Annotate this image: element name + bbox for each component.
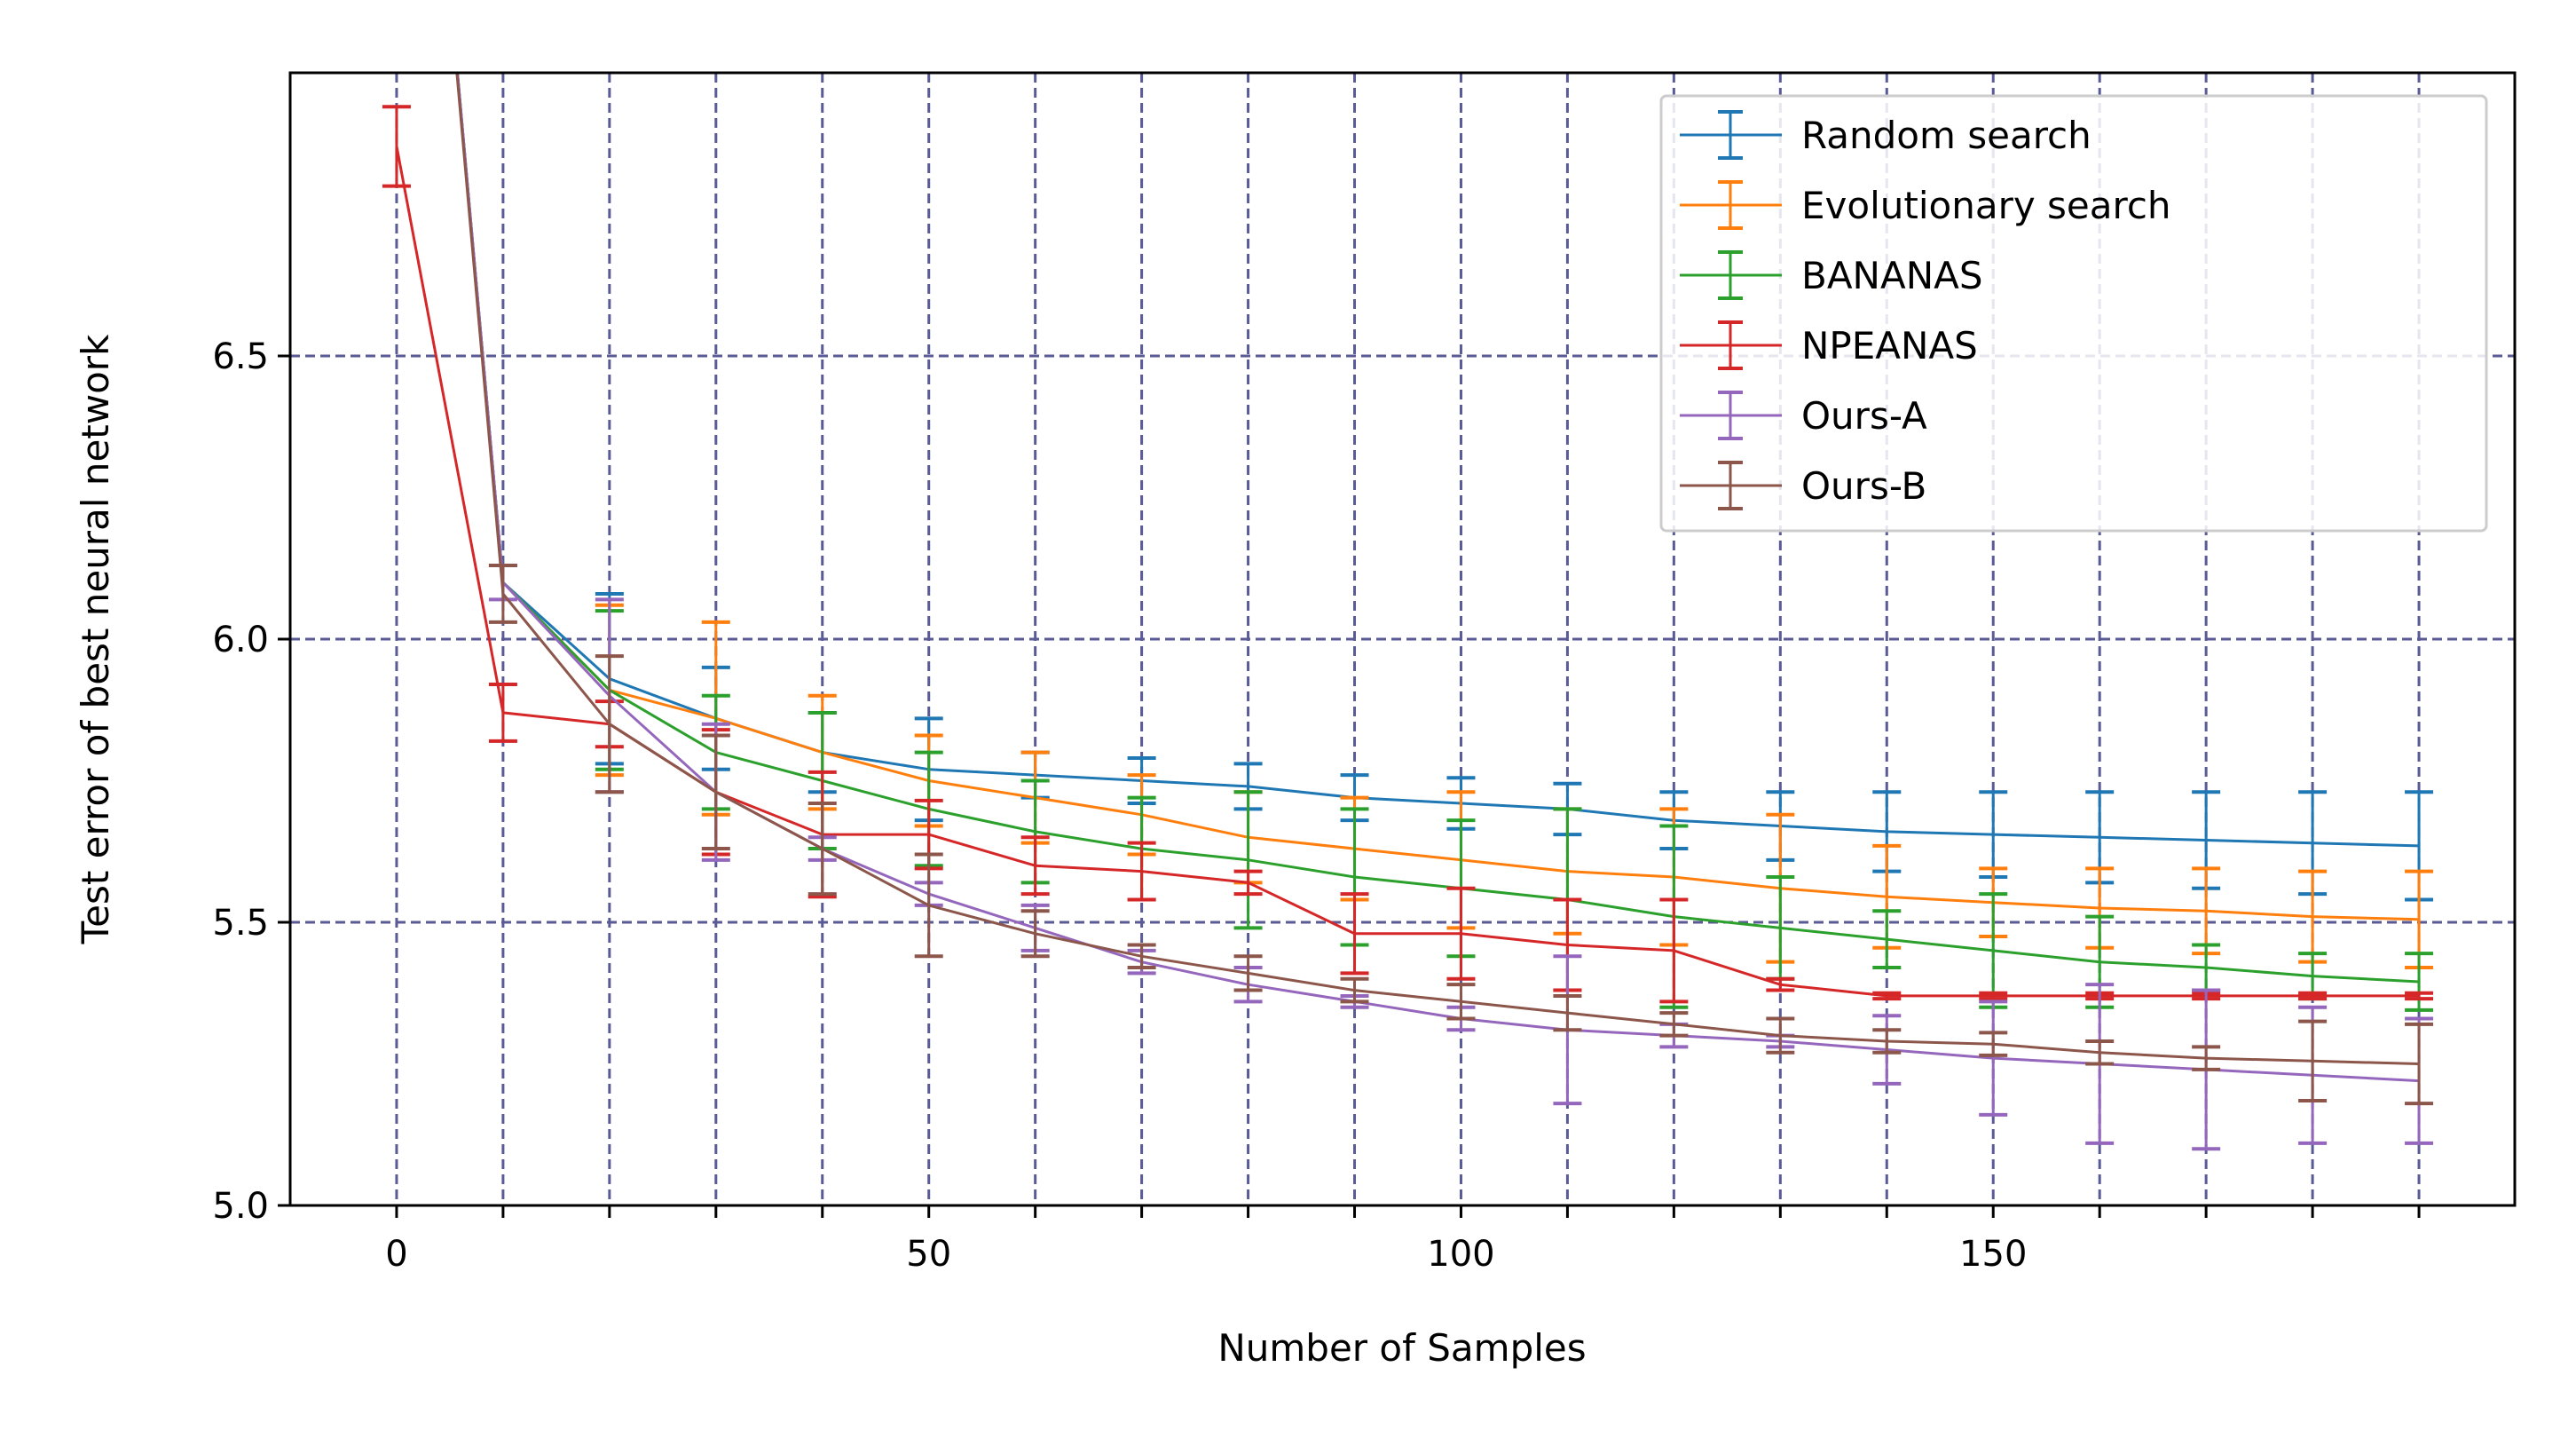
error-bar-npeanas bbox=[1872, 991, 1902, 1001]
x-axis-label: Number of Samples bbox=[1217, 1326, 1586, 1370]
error-bar-ours-b bbox=[1127, 943, 1156, 970]
axis-ticks: 0 50 100 150 5.0 5.5 6.0 6.5 bbox=[212, 336, 2421, 1275]
error-bar-ours-b bbox=[914, 852, 943, 959]
error-bar-ours-b bbox=[1020, 909, 1050, 959]
legend-entries: Random search Evolutionary search BANANAS N… bbox=[1680, 110, 2171, 510]
error-bar-ours-b bbox=[2298, 1019, 2328, 1102]
error-bar-npeanas bbox=[1127, 841, 1156, 902]
error-bar-ours-b bbox=[595, 654, 624, 794]
legend-box bbox=[1659, 94, 2488, 533]
y-tick-label: 6.5 bbox=[212, 336, 269, 377]
legend-entry-ours-b: Ours-B bbox=[1680, 461, 1926, 510]
error-bar-npeanas bbox=[1766, 976, 1795, 992]
legend-label-bananas: BANANAS bbox=[1801, 254, 1983, 297]
legend-entry-ours-a: Ours-A bbox=[1680, 391, 1927, 440]
error-bar-ours-b bbox=[2405, 1022, 2434, 1106]
error-bar-npeanas bbox=[1233, 869, 1263, 897]
y-axis-label: Test error of best neural network bbox=[74, 334, 117, 944]
legend-label-random-search: Random search bbox=[1801, 114, 2092, 157]
error-bar-npeanas bbox=[1340, 892, 1369, 976]
error-bar-ours-b bbox=[1446, 983, 1476, 1021]
series-line-evolutionary-search bbox=[456, 73, 2420, 921]
error-bar-npeanas bbox=[2405, 991, 2434, 1001]
legend-label-ours-a: Ours-A bbox=[1801, 394, 1927, 438]
error-bar-ours-b bbox=[1872, 1028, 1902, 1055]
legend-entry-random-search: Random search bbox=[1680, 110, 2092, 160]
legend-label-evolutionary-search: Evolutionary search bbox=[1801, 184, 2171, 227]
error-bar-ours-b bbox=[488, 564, 517, 624]
x-tick-label: 0 bbox=[385, 1234, 407, 1275]
error-bar-npeanas bbox=[1979, 991, 2008, 1001]
y-tick-label: 5.0 bbox=[212, 1186, 269, 1227]
legend-entry-evolutionary-search: Evolutionary search bbox=[1680, 180, 2171, 230]
error-bar-ours-a bbox=[1979, 1000, 2008, 1117]
error-bar-ours-b bbox=[807, 802, 837, 897]
x-tick-label: 100 bbox=[1427, 1234, 1494, 1275]
error-bar-ours-b bbox=[1233, 954, 1263, 992]
error-bar-bananas bbox=[1872, 909, 1902, 970]
legend-entry-bananas: BANANAS bbox=[1680, 250, 1983, 300]
error-bar-npeanas bbox=[1446, 886, 1476, 981]
error-bar-bananas bbox=[2405, 952, 2434, 1012]
legend-label-npeanas: NPEANAS bbox=[1801, 324, 1978, 367]
x-tick-label: 50 bbox=[906, 1234, 951, 1275]
y-tick-label: 6.0 bbox=[212, 620, 269, 660]
error-bar-npeanas bbox=[1659, 897, 1689, 1004]
y-tick-label: 5.5 bbox=[212, 903, 269, 944]
legend-label-ours-b: Ours-B bbox=[1801, 464, 1926, 508]
error-bar-npeanas bbox=[382, 105, 411, 188]
error-bar-bananas bbox=[1233, 790, 1263, 930]
error-bar-ours-b bbox=[2085, 1039, 2115, 1066]
error-bar-npeanas bbox=[2298, 991, 2328, 1001]
error-bar-ours-b bbox=[1553, 993, 1582, 1032]
legend-entry-npeanas: NPEANAS bbox=[1680, 320, 1978, 370]
error-bar-ours-b bbox=[1766, 1016, 1795, 1055]
error-bar-npeanas bbox=[488, 683, 517, 743]
x-tick-label: 150 bbox=[1959, 1234, 2027, 1275]
series-line-bananas bbox=[456, 73, 2420, 984]
series-line-ours-b bbox=[455, 73, 2420, 1065]
series-ours-b bbox=[455, 73, 2434, 1106]
error-bar-ours-b bbox=[1659, 1011, 1689, 1038]
error-bar-ours-b bbox=[1340, 976, 1369, 1004]
error-bar-npeanas bbox=[1020, 835, 1050, 897]
error-bar-ours-b bbox=[701, 733, 730, 851]
series-layer bbox=[382, 73, 2434, 1151]
series-line-npeanas bbox=[395, 146, 2419, 998]
error-bar-ours-b bbox=[1979, 1031, 2008, 1057]
error-bar-ours-b bbox=[2192, 1045, 2221, 1071]
legend: Random search Evolutionary search BANANAS N… bbox=[1659, 94, 2488, 533]
